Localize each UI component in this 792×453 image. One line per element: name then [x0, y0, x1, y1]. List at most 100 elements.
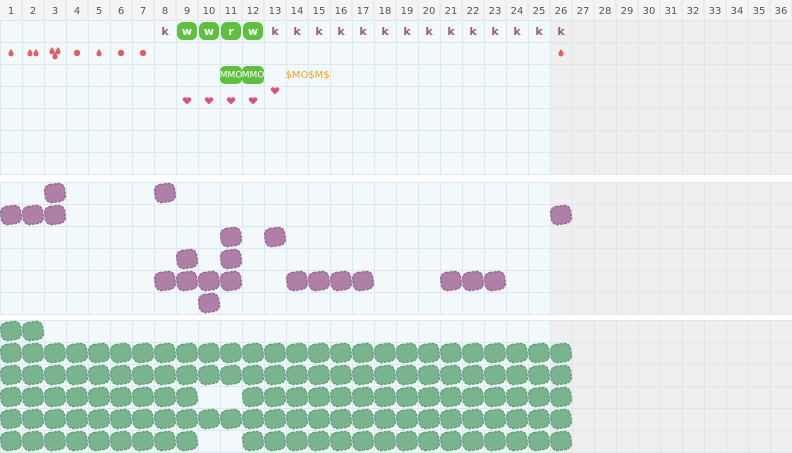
scribble-blob	[175, 386, 199, 408]
letter: w	[182, 25, 192, 38]
drop-icon	[55, 47, 61, 55]
scribble-blob	[373, 342, 397, 364]
scribble-blob	[483, 430, 507, 452]
drop-icon	[49, 47, 55, 55]
scribble-blob	[241, 430, 265, 452]
column-number: 36	[775, 6, 788, 17]
scribble-blob	[263, 342, 287, 364]
scribble-blob	[65, 342, 89, 364]
scribble-blob	[0, 408, 23, 430]
column-number: 27	[577, 6, 590, 17]
scribble-blob	[153, 386, 177, 408]
scribble-blob	[153, 364, 177, 386]
scribble-blob	[439, 270, 463, 292]
scribble-blob	[43, 182, 67, 204]
letter: k	[381, 25, 389, 38]
scribble-blob	[175, 342, 199, 364]
scribble-blob	[285, 386, 309, 408]
column-number: 30	[643, 6, 656, 17]
scribble-blob	[527, 408, 551, 430]
scribble-blob	[285, 342, 309, 364]
scribble-blob	[197, 364, 221, 386]
scribble-blob	[0, 320, 23, 342]
column-number: 4	[74, 6, 80, 17]
letter: k	[447, 25, 455, 38]
letter: k	[293, 25, 301, 38]
scribble-blob	[0, 386, 23, 408]
heart-icon	[182, 97, 192, 105]
scribble-blob	[351, 386, 375, 408]
column-number: 8	[162, 6, 168, 17]
scribble-blob	[43, 408, 67, 430]
scribble-blob	[131, 430, 155, 452]
scribble-blob	[549, 430, 573, 452]
column-number: 1	[8, 6, 14, 17]
column-number: 34	[731, 6, 744, 17]
scribble-blob	[197, 270, 221, 292]
scribble-blob	[43, 204, 67, 226]
scribble-blob	[175, 364, 199, 386]
scribble-blob	[549, 386, 573, 408]
scribble-blob	[87, 342, 111, 364]
scribble-blob	[43, 342, 67, 364]
column-number: 25	[533, 6, 546, 17]
scribble-blob	[307, 386, 331, 408]
scribble-blob	[65, 364, 89, 386]
letter: k	[161, 25, 169, 38]
scribble-blob	[483, 386, 507, 408]
scribble-blob	[153, 342, 177, 364]
drop-icon	[96, 49, 102, 57]
scribble-blob	[65, 408, 89, 430]
scribble-blob	[527, 386, 551, 408]
scribble-blob	[21, 320, 45, 342]
letter: k	[535, 25, 543, 38]
section-bg-inactive	[550, 20, 792, 174]
scribble-blob	[527, 342, 551, 364]
scribble-blob	[0, 430, 23, 452]
column-number: 23	[489, 6, 502, 17]
column-number: 10	[203, 6, 216, 17]
column-number: 2	[30, 6, 36, 17]
scribble-blob	[263, 408, 287, 430]
scribble-blob	[131, 408, 155, 430]
tag-text: MMO	[242, 71, 265, 81]
scribble-blob	[549, 364, 573, 386]
tag-badge	[220, 66, 242, 84]
scribble-blob	[461, 386, 485, 408]
scribble-blob	[131, 386, 155, 408]
badge	[177, 22, 197, 40]
column-number: 28	[599, 6, 612, 17]
scribble-blob	[153, 182, 177, 204]
scribble-blob	[439, 342, 463, 364]
scribble-blob	[329, 364, 353, 386]
scribble-blob	[483, 270, 507, 292]
scribble-blob	[197, 292, 221, 314]
scribble-blob	[505, 430, 529, 452]
scribble-blob	[0, 342, 23, 364]
scribble-blob	[307, 408, 331, 430]
tag-text: $M$	[308, 70, 329, 81]
scribble-blob	[263, 386, 287, 408]
scribble-blob	[263, 430, 287, 452]
scribble-blob	[351, 408, 375, 430]
drop-icon	[8, 49, 14, 57]
scribble-blob	[21, 204, 45, 226]
scribble-blob	[307, 430, 331, 452]
scribble-blob	[21, 342, 45, 364]
scribble-blob	[461, 342, 485, 364]
column-number: 22	[467, 6, 480, 17]
column-number: 5	[96, 6, 102, 17]
scribble-blob	[175, 270, 199, 292]
scribble-blob	[351, 430, 375, 452]
scribble-blob	[175, 248, 199, 270]
column-number: 3	[52, 6, 58, 17]
column-number: 11	[225, 6, 238, 17]
scribble-blob	[153, 408, 177, 430]
scribble-blob	[483, 342, 507, 364]
column-number: 21	[445, 6, 458, 17]
dot-icon	[73, 49, 81, 57]
letter: k	[337, 25, 345, 38]
scribble-blob	[307, 342, 331, 364]
scribble-blob	[417, 342, 441, 364]
